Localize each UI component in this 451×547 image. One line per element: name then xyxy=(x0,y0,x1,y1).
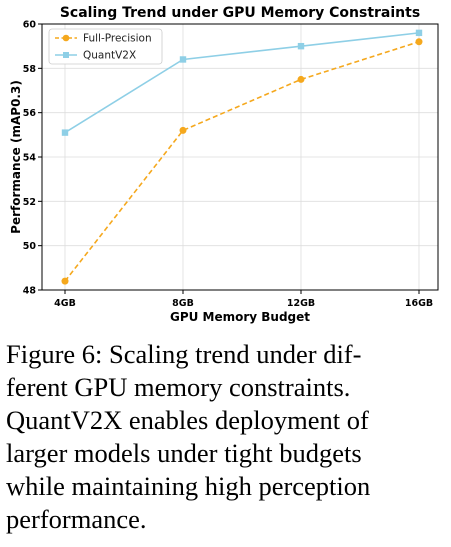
y-tick-label: 48 xyxy=(23,286,37,297)
x-tick-label: 4GB xyxy=(54,298,76,309)
caption-line: larger models under tight budgets xyxy=(6,438,362,468)
data-point-full-precision xyxy=(415,38,423,46)
chart-figure: Scaling Trend under GPU Memory Constrain… xyxy=(9,5,439,324)
caption-line: while maintaining high perception xyxy=(6,471,371,501)
y-tick-label: 56 xyxy=(23,108,37,119)
x-tick-label: 16GB xyxy=(405,298,433,309)
data-point-quantv2x xyxy=(61,129,69,136)
legend-marker-full-precision xyxy=(62,34,70,42)
y-tick-label: 52 xyxy=(23,197,36,208)
data-point-quantv2x xyxy=(297,42,305,50)
series-line-quantv2x xyxy=(64,32,420,134)
caption-line: Figure 6: Scaling trend under dif- xyxy=(6,339,362,369)
figure-caption: Figure 6: Scaling trend under dif- feren… xyxy=(6,338,448,536)
data-point-full-precision xyxy=(61,277,69,285)
y-tick-label: 54 xyxy=(23,153,37,164)
x-tick-label: 8GB xyxy=(172,298,194,309)
y-tick-label: 50 xyxy=(23,241,37,252)
x-axis-label: GPU Memory Budget xyxy=(170,310,310,324)
caption-line: ferent GPU memory constraints. xyxy=(6,372,351,402)
data-point-full-precision xyxy=(297,75,305,83)
series-layer xyxy=(61,29,423,285)
legend-box xyxy=(48,28,163,65)
y-tick-label: 60 xyxy=(23,20,37,31)
data-point-quantv2x xyxy=(415,29,423,37)
chart-title: Scaling Trend under GPU Memory Constrain… xyxy=(60,5,420,21)
legend-marker-quantv2x xyxy=(63,52,69,58)
x-tick-label: 12GB xyxy=(287,298,315,309)
legend-label-full-precision: Full-Precision xyxy=(83,33,152,45)
caption-line: performance. xyxy=(6,504,147,534)
legend-label-quantv2x: QuantV2X xyxy=(83,50,136,62)
caption-line: QuantV2X enables deployment of xyxy=(6,405,369,435)
series-line-full-precision xyxy=(64,40,420,282)
y-tick-label: 58 xyxy=(23,64,37,75)
axis-ticks: 48 50 52 54 56 58 60 4GB 8GB 12GB 16GB xyxy=(23,20,433,310)
y-axis-label: Performance (mAP0.3) xyxy=(9,80,23,234)
legend: Full-Precision QuantV2X xyxy=(48,28,163,65)
data-point-full-precision xyxy=(179,126,187,134)
data-point-quantv2x xyxy=(179,56,187,63)
